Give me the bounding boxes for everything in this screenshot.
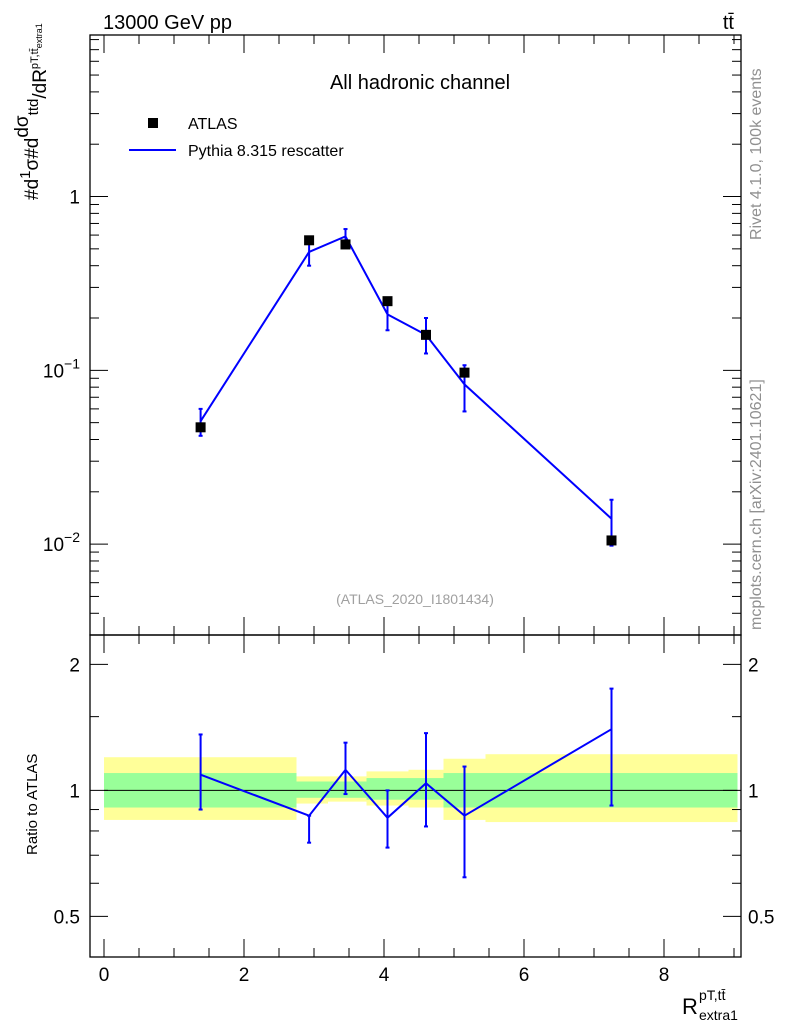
atlas-point [606,535,617,546]
x-tick-label: 2 [239,965,250,986]
main-y-tick-labels: 1 10−1 10−2 [43,188,80,557]
x-axis-label: R pT,tt̄ extra1 [682,987,738,1023]
ratio-y-tick-label: 0.5 [54,907,80,928]
x-axis-label-base: R [682,994,698,1019]
ratio-y-axis-label: Ratio to ATLAS [24,754,41,855]
process-label: tt̄ [723,12,735,34]
x-axis-label-sub: extra1 [699,1007,738,1023]
atlas-point [421,329,431,340]
atlas-point [459,367,470,378]
main-title: All hadronic channel [330,72,510,94]
atlas-point [382,296,393,307]
x-tick-label: 6 [519,965,530,986]
ratio-x-tick-labels: 0 2 4 6 8 [99,965,670,986]
main-data [195,228,617,547]
main-y-tick-label: 10−2 [43,529,80,556]
atlas-point [195,422,206,433]
ratio-band-inner [296,781,328,798]
legend-marker-atlas [148,118,158,128]
ratio-y-tick-label: 2 [69,655,80,676]
legend: ATLAS Pythia 8.315 rescatter [129,116,344,160]
atlas-point [340,239,351,250]
atlas-point [304,235,315,246]
rivet-label: Rivet 4.1.0, 100k events [748,68,765,240]
main-y-axis-label-text: #d1σ#ddσttd/dRpT,tt̄extra1 [12,23,51,200]
ratio-y-tick-label-right: 2 [748,655,759,676]
main-panel: 1 10−1 10−2 All hadronic channel (ATLAS_20… [12,23,742,636]
ratio-y-tick-label-right: 1 [748,781,759,802]
ratio-y-tick-label: 1 [69,781,80,802]
ratio-band-inner [328,781,367,798]
main-y-axis-label: #d1σ#ddσttd/dRpT,tt̄extra1 [12,23,51,200]
x-tick-label: 0 [99,965,110,986]
main-y-tick-label: 1 [69,188,80,209]
main-y-tick-label: 10−1 [43,355,80,382]
legend-label-atlas: ATLAS [188,116,238,133]
main-ticks [90,35,741,636]
x-tick-label: 8 [659,965,670,986]
source-label: mcplots.cern.ch [arXiv:2401.10621] [748,379,765,630]
ratio-y-tick-label-right: 0.5 [748,907,774,928]
ratio-y-tick-labels: 0.5 0.5 1 1 2 2 [54,655,775,928]
x-tick-label: 4 [379,965,390,986]
energy-label: 13000 GeV pp [103,12,232,34]
ratio-panel-frame [89,634,742,958]
ratio-ticks [90,635,741,957]
legend-label-pythia: Pythia 8.315 rescatter [188,143,344,160]
analysis-label: (ATLAS_2020_I1801434) [336,591,494,607]
ratio-panel: 0.5 0.5 1 1 2 2 0 2 4 6 8 Ratio to ATLAS R pT,tt̄… [24,634,775,1023]
ratio-band-inner [366,778,409,800]
x-axis-label-sup: pT,tt̄ [699,987,726,1003]
ratio-data [198,687,614,879]
pythia-line [199,235,613,520]
